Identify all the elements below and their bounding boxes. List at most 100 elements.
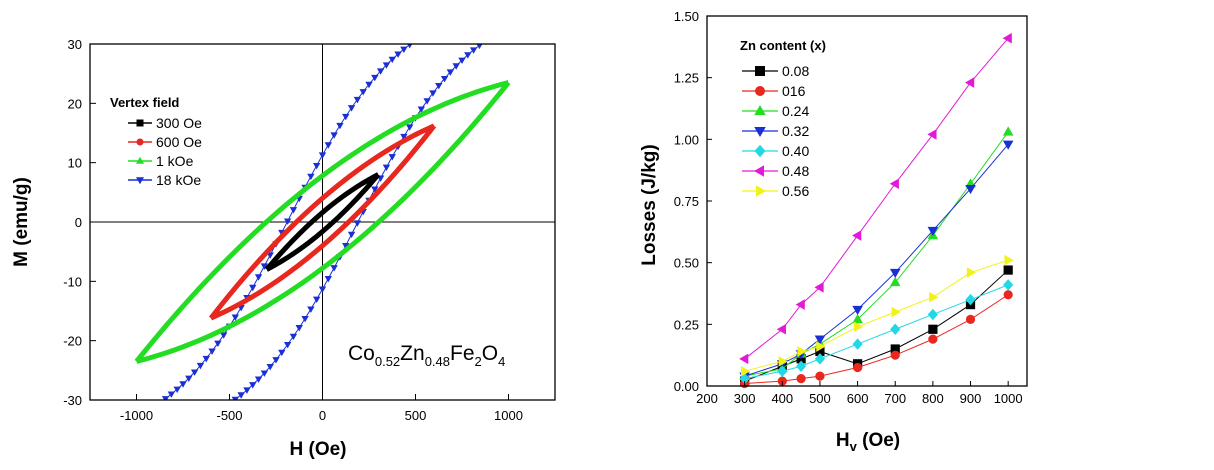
loop-marker	[162, 429, 169, 435]
loop-marker	[243, 387, 251, 394]
loop-marker	[435, 82, 443, 90]
losses-legend-label: 0.40	[782, 143, 809, 159]
loop-marker	[104, 439, 111, 445]
y-tick-label: 10	[68, 156, 82, 171]
loop-marker	[371, 186, 379, 193]
loop-marker	[499, 4, 506, 10]
loop-marker	[551, 8, 558, 14]
hysteresis-legend-entry: 1 kOe	[128, 153, 194, 169]
legend-marker	[754, 165, 764, 177]
loop-1-koe	[134, 80, 511, 364]
loop-marker	[342, 113, 350, 121]
loop-marker	[458, 15, 465, 21]
losses-legend: Zn content (x) 0.08 016 0.24 0.32 0.40 0.48 0.…	[740, 38, 826, 199]
losses-data-point	[889, 268, 901, 279]
losses-data-point	[814, 282, 824, 293]
y-tick-label: 30	[68, 37, 82, 52]
loop-marker	[505, 25, 512, 31]
losses-y-tick-label: 1.50	[674, 9, 699, 24]
losses-legend-entry: 0.40	[742, 143, 809, 159]
loop-18-koe	[86, 0, 558, 447]
loop-marker	[220, 332, 228, 339]
losses-data-point	[814, 353, 826, 365]
x-tick-label: 500	[405, 408, 427, 423]
loop-marker	[400, 133, 408, 141]
losses-legend-title: Zn content (x)	[740, 38, 826, 53]
losses-data-point	[965, 77, 975, 88]
loop-marker	[249, 382, 257, 389]
legend-marker	[136, 119, 144, 127]
losses-data-point	[778, 356, 788, 367]
loop-marker	[185, 422, 192, 428]
losses-x-tick-label: 500	[809, 391, 831, 406]
loop-marker	[260, 370, 269, 377]
hysteresis-legend-label: 600 Oe	[156, 134, 202, 150]
loop-marker	[511, 22, 518, 28]
losses-legend-entry: 0.32	[742, 123, 809, 139]
hysteresis-legend-title: Vertex field	[110, 95, 179, 110]
loop-marker	[295, 325, 303, 332]
loop-marker	[185, 375, 193, 382]
losses-legend-label: 0.08	[782, 63, 809, 79]
losses-data-point	[890, 350, 900, 360]
losses-legend-label: 016	[782, 83, 806, 99]
losses-data-point	[929, 291, 939, 303]
loop-marker	[347, 105, 356, 112]
loop-marker	[254, 376, 263, 383]
loop-marker	[272, 357, 280, 364]
losses-y-tick-label: 1.00	[674, 132, 699, 147]
losses-data-point	[814, 335, 826, 345]
losses-x-tick-label: 300	[734, 391, 756, 406]
loop-marker	[452, 63, 460, 70]
loop-marker	[86, 431, 93, 437]
loop-marker	[249, 284, 257, 292]
loop-marker	[283, 341, 292, 349]
losses-series-0.48	[739, 32, 1012, 365]
loop-marker	[493, 31, 500, 37]
losses-data-point	[890, 344, 900, 354]
loop-marker	[98, 428, 105, 434]
loop-marker	[260, 263, 269, 270]
losses-data-point	[776, 323, 786, 335]
loop-600-oe	[208, 123, 437, 321]
losses-data-point	[928, 324, 938, 334]
loop-marker	[458, 57, 466, 64]
loop-marker	[330, 265, 338, 272]
loop-marker	[505, 3, 512, 9]
loop-marker	[528, 0, 535, 6]
loop-marker	[470, 11, 477, 17]
losses-data-point	[966, 267, 977, 278]
losses-y-tick-label: 0.00	[674, 379, 699, 394]
y-tick-label: -30	[63, 393, 82, 408]
loop-marker	[318, 152, 327, 159]
loop-marker	[534, 13, 541, 19]
loop-marker	[202, 355, 210, 363]
losses-data-point	[927, 226, 939, 237]
loop-marker	[104, 426, 111, 432]
loop-marker	[407, 44, 413, 49]
hysteresis-chart: -1000 -500 0 500 1000 -30 -20 -10 0 10 20 30 H (Oe)…	[11, 0, 558, 460]
loop-marker	[330, 132, 338, 139]
losses-data-point	[965, 293, 976, 306]
losses-legend-entry: 0.08	[742, 63, 809, 79]
hysteresis-legend-label: 300 Oe	[156, 115, 202, 131]
loop-marker	[307, 306, 315, 313]
losses-legend-label: 0.48	[782, 163, 809, 179]
loop-marker	[522, 1, 529, 7]
loop-marker	[173, 386, 181, 394]
losses-data-point	[1003, 290, 1013, 300]
loop-marker	[86, 441, 93, 447]
losses-legend-label: 0.56	[782, 183, 809, 199]
loop-marker	[237, 392, 245, 399]
loop-marker	[376, 68, 385, 75]
loop-marker	[371, 74, 379, 82]
loop-marker	[441, 22, 448, 28]
loop-marker	[382, 62, 391, 69]
losses-data-point	[740, 365, 751, 377]
loop-marker	[423, 98, 431, 105]
losses-x-tick-label: 400	[771, 391, 793, 406]
loop-marker	[440, 75, 449, 83]
losses-legend-entry: 0.24	[742, 103, 809, 119]
losses-data-point	[1004, 254, 1014, 266]
loop-300-oe	[264, 172, 381, 272]
